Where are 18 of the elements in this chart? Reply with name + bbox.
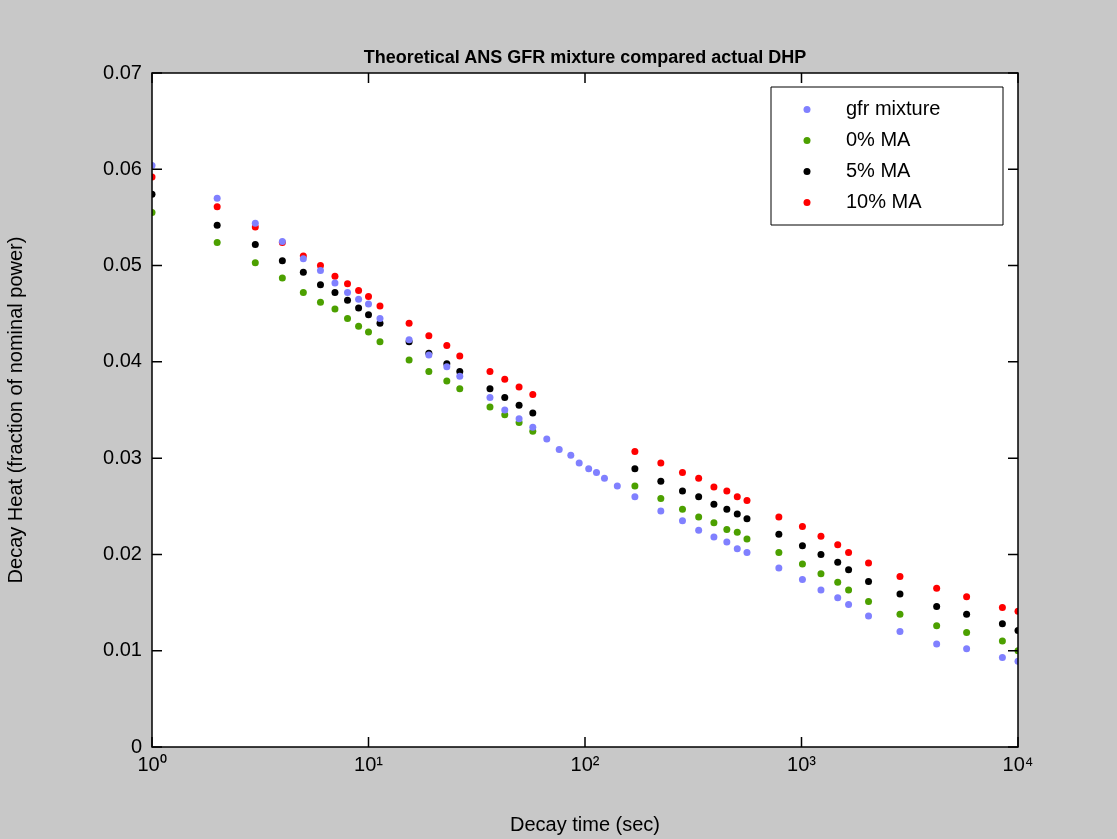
x-axis-title: Decay time (sec) — [509, 812, 661, 835]
y-tick-label: 0.07 — [103, 60, 142, 83]
legend-label: 5% MA — [846, 159, 912, 182]
chart-title: Theoretical ANS GFR mixture compared actual DHP — [363, 46, 807, 67]
x-tick-label: 10⁴ — [1002, 752, 1034, 775]
y-tick-label: 0.02 — [103, 541, 142, 564]
x-tick-label: 10¹ — [354, 752, 384, 775]
legend-label: 10% MA — [846, 190, 923, 213]
legend-label: 0% MA — [846, 128, 912, 151]
y-axis-title: Decay Heat (fraction of nominal power) — [3, 236, 26, 584]
legend-label: gfr mixture — [846, 97, 941, 120]
y-tick-label: 0.04 — [103, 349, 142, 372]
y-tick-label: 0.01 — [103, 638, 142, 661]
x-tick-label: 10² — [570, 752, 600, 775]
x-tick-label: 10³ — [787, 752, 817, 775]
y-tick-label: 0.03 — [103, 445, 142, 468]
y-tick-label: 0.05 — [103, 253, 142, 276]
y-tick-label: 0.06 — [103, 156, 142, 179]
